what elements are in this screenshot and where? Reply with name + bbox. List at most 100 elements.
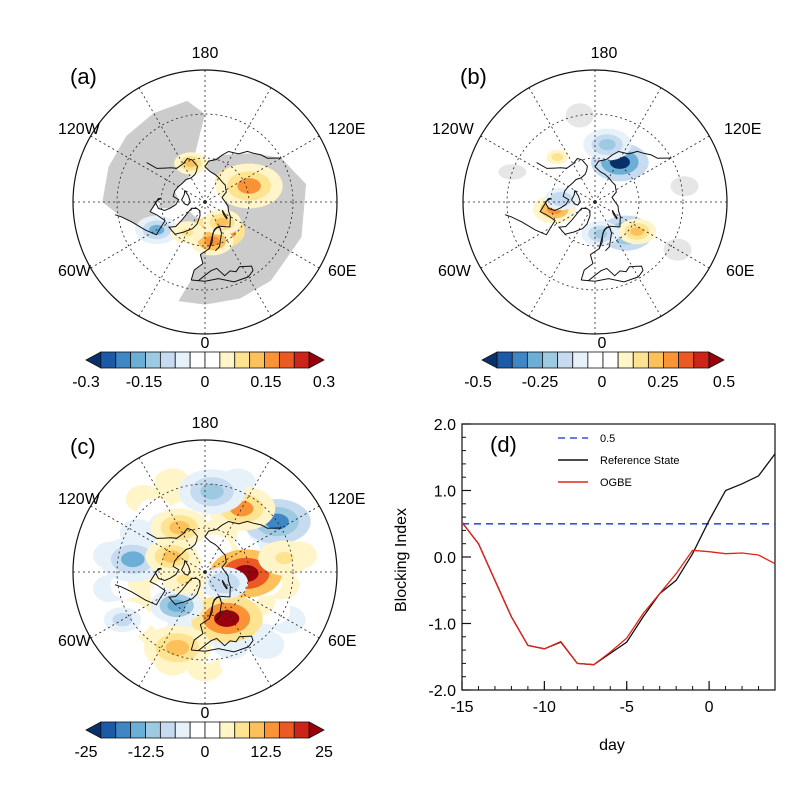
legend-label: OGBE [600,477,632,489]
coastline [208,226,223,252]
latitude-gridline [160,527,250,617]
colorbar-cell [293,351,310,369]
panel-label: (a) [70,64,97,89]
anomaly-blob [593,229,608,239]
longitude-gridline [90,571,206,639]
colorbar-tick: 0 [598,374,607,391]
colorbar-cell [264,351,280,369]
polar-map-c [72,439,338,705]
colorbar-cell [145,721,161,739]
colorbar-cell [264,721,280,739]
colorbar-cell [159,351,176,369]
colorbar-cell [145,351,161,369]
coastline [504,170,588,236]
colorbar-tick: -12.5 [128,744,165,761]
y-tick-label: 1.0 [434,484,456,501]
x-axis-label: day [599,737,625,754]
colorbar-cell [678,351,695,369]
line-chart-panel: -2.0 -1.0 0.0 1.0 2.0 -15 -10 -5 0 0.5 Reference S… [390,400,790,770]
colorbar-cell [542,351,559,369]
colorbar-tick: 0 [201,744,210,761]
colorbar-cell [219,351,236,369]
colorbar-cell [130,351,146,369]
panel-label: (d) [490,432,517,457]
colorbar-cell [708,351,725,369]
latitude-gridline [116,113,294,291]
colorbar-cell [249,351,265,369]
lon-label-bottom: 0 [598,335,607,352]
map-boundary [72,439,338,705]
lon-label-lower-left: 60W [58,263,92,280]
coastline [208,596,223,622]
colorbar-cell [234,721,251,739]
anomaly-blob [555,195,568,203]
coastline [221,209,228,220]
colorbar-cell [115,351,132,369]
colorbar-cell [647,351,664,369]
colorbar-cell [174,721,191,739]
lon-label-left: 120W [58,121,101,138]
colorbar-cell [278,721,295,739]
lon-label-bottom: 0 [201,705,210,722]
latitude-gridline [116,483,294,661]
longitude-gridline [204,135,320,203]
map-c-svg: (c) 180 120W 120E 60W 60E 0 -25 -12.5 0 … [58,415,365,761]
latitude-gridline [160,157,250,247]
colorbar-cell [293,721,310,739]
x-tick-label: 0 [705,699,714,716]
lon-label-top: 180 [192,415,219,432]
legend-label: 0.5 [600,433,615,445]
map-boundary [462,69,728,335]
map-content [73,440,337,704]
colorbar-cell [100,351,117,369]
lon-label-top: 180 [192,45,219,62]
longitude-gridline [528,201,596,317]
colorbar-cell [115,721,132,739]
colorbar-tick: -25 [74,744,97,761]
lon-label-left: 120W [432,121,475,138]
longitude-gridline [480,201,596,269]
colorbar-cell [204,351,221,369]
longitude-gridline [138,571,206,687]
plot-area: -2.0 -1.0 0.0 1.0 2.0 -15 -10 -5 0 0.5 Reference S… [428,417,776,716]
lon-label-bottom: 0 [201,335,210,352]
colorbar-tick: -0.15 [126,374,163,391]
colorbar-tick: 25 [315,744,333,761]
series-line-ogbe [461,522,776,666]
land-patch [565,103,594,128]
lon-label-right: 120E [724,121,761,138]
anomaly-blob [215,217,229,227]
coastline [181,560,191,576]
colorbar-cell [234,351,251,369]
colorbar-cell [159,721,176,739]
colorbar-cell [496,351,513,369]
lon-label-lower-right: 60E [328,263,356,280]
anomaly-blob [551,153,564,161]
colorbar-cell [617,351,634,369]
colorbar-cell [308,721,325,739]
x-tick-label: -10 [533,699,556,716]
panel-label: (c) [70,434,96,459]
colorbar-cell [663,351,680,369]
map-a-svg: (a) 180 120W 120E 60W 60E 0 -0.3 -0.15 0… [58,45,365,391]
y-tick-label: 2.0 [434,417,456,434]
anomaly-blob [165,639,190,656]
y-tick-label: 0.0 [434,550,456,567]
lon-label-right: 120E [328,121,365,138]
colorbar-cell [278,351,295,369]
colorbar-cell [511,351,528,369]
colorbar-cell [308,351,325,369]
map-panel-b: (b) 180 120W 120E 60W 60E 0 -0.5 -0.25 0… [430,30,770,400]
longitude-gridline [480,135,596,203]
colorbar-cell [85,351,102,369]
colorbar-cell [219,721,236,739]
lon-label-lower-right: 60E [726,263,754,280]
colorbar-cell [189,351,206,369]
colorbar-tick: -0.5 [464,374,492,391]
coastline [181,190,191,206]
colorbar-cell [693,351,710,369]
polar-map-b [462,69,728,335]
longitude-gridline [90,505,206,573]
colorbar-a [85,351,325,369]
coastline [114,170,198,236]
